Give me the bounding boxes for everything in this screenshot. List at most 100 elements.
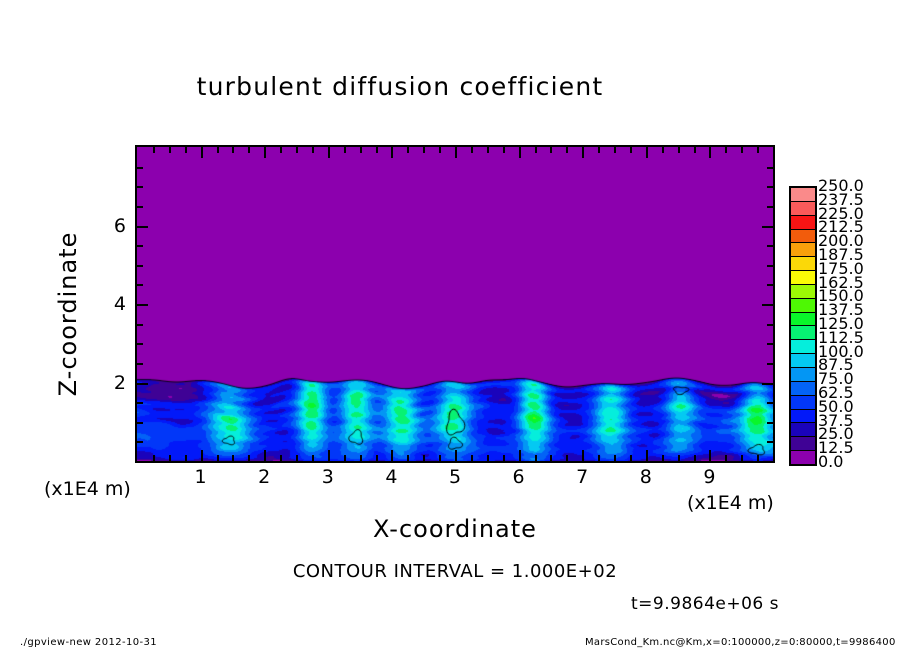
colorbar-tick-label: 0.0 <box>818 452 844 471</box>
x-minor-tick <box>550 455 552 461</box>
colorbar-band <box>791 367 815 382</box>
colorbar-band <box>791 243 815 258</box>
x-minor-tick-top <box>296 147 298 153</box>
z-minor-tick-right <box>767 324 773 326</box>
x-minor-tick <box>662 455 664 461</box>
footer-command-label: ./gpview-new 2012-10-31 <box>20 637 158 648</box>
x-minor-tick-top <box>169 147 171 153</box>
colorbar-tick-label: 25.0 <box>818 424 854 444</box>
z-major-tick-right <box>762 304 773 306</box>
x-minor-tick-top <box>487 147 489 153</box>
x-minor-tick-top <box>662 147 664 153</box>
z-minor-tick-right <box>767 265 773 267</box>
diffusion-field-heatmap <box>137 147 773 461</box>
x-minor-tick-top <box>217 147 219 153</box>
x-minor-tick-top <box>376 147 378 153</box>
x-tick-label: 3 <box>321 466 334 488</box>
x-major-tick <box>328 450 330 461</box>
z-minor-tick <box>137 284 143 286</box>
z-minor-tick-right <box>767 402 773 404</box>
x-major-tick-top <box>519 147 521 158</box>
x-major-tick <box>582 450 584 461</box>
colorbar-band <box>791 271 815 285</box>
x-minor-tick <box>407 455 409 461</box>
x-major-tick <box>709 450 711 461</box>
z-minor-tick <box>137 206 143 208</box>
contour-interval-label: CONTOUR INTERVAL = 1.000E+02 <box>292 561 618 582</box>
colorbar-labels: 250.0 237.5 225.0 212.5 200.0 187.5 175.0 162.5… <box>818 178 888 470</box>
x-minor-tick <box>487 455 489 461</box>
z-major-tick <box>137 383 148 385</box>
z-major-tick <box>137 226 148 228</box>
x-minor-tick <box>471 455 473 461</box>
x-major-tick <box>455 450 457 461</box>
colorbar-band <box>791 437 815 452</box>
colorbar-tick-label: 150.0 <box>818 286 864 306</box>
z-minor-tick <box>137 265 143 267</box>
z-minor-tick-right <box>767 343 773 345</box>
x-minor-tick-top <box>439 147 441 153</box>
colorbar-tick-label: 62.5 <box>818 383 854 402</box>
x-minor-tick <box>280 455 282 461</box>
x-minor-tick <box>423 455 425 461</box>
colorbar-tick-label: 12.5 <box>818 438 854 458</box>
colorbar-band <box>791 201 815 216</box>
z-minor-tick <box>137 402 143 404</box>
x-minor-tick <box>535 455 537 461</box>
x-minor-tick-top <box>503 147 505 153</box>
z-minor-tick-right <box>767 167 773 169</box>
x-minor-tick-top <box>566 147 568 153</box>
x-minor-tick <box>344 455 346 461</box>
x-minor-tick-top <box>614 147 616 153</box>
x-major-tick-top <box>391 147 393 158</box>
colorbar-band <box>791 409 815 424</box>
z-minor-tick-right <box>767 284 773 286</box>
footer-dataset-label: MarsCond_Km.nc@Km,x=0:100000,z=0:80000,t… <box>585 637 896 648</box>
x-minor-tick-top <box>185 147 187 153</box>
colorbar-tick-label: 250.0 <box>818 176 864 195</box>
x-minor-tick-top <box>344 147 346 153</box>
colorbar-tick-label: 237.5 <box>818 189 864 209</box>
colorbar-band <box>791 395 815 410</box>
z-minor-tick-right <box>767 441 773 443</box>
colorbar-tick-label: 175.0 <box>818 258 864 278</box>
z-minor-tick <box>137 324 143 326</box>
z-minor-tick <box>137 167 143 169</box>
x-minor-tick-top <box>741 147 743 153</box>
x-minor-tick <box>598 455 600 461</box>
x-tick-label: 5 <box>448 466 462 488</box>
colorbar-tick-label: 137.5 <box>818 300 864 320</box>
x-minor-tick <box>725 455 727 461</box>
x-minor-tick <box>312 455 314 461</box>
x-minor-tick-top <box>757 147 759 153</box>
x-tick-label: 1 <box>194 466 207 488</box>
x-major-tick <box>519 450 521 461</box>
x-tick-label: 9 <box>703 466 716 488</box>
x-major-tick-top <box>646 147 648 158</box>
x-minor-tick-top <box>407 147 409 153</box>
x-tick-label: 7 <box>576 466 589 488</box>
x-major-tick-top <box>264 147 266 158</box>
colorbar-tick-label: 212.5 <box>818 217 864 237</box>
x-minor-tick <box>439 455 441 461</box>
x-major-tick-top <box>201 147 203 158</box>
colorbar-band <box>791 312 815 327</box>
x-major-tick-top <box>582 147 584 158</box>
colorbar-tick-label: 50.0 <box>818 396 854 416</box>
z-minor-tick <box>137 363 143 365</box>
x-axis-title: X-coordinate <box>373 515 537 543</box>
x-minor-tick-top <box>423 147 425 153</box>
x-major-tick-top <box>709 147 711 158</box>
z-major-tick-right <box>762 383 773 385</box>
x-minor-tick <box>360 455 362 461</box>
colorbar-tick-label: 225.0 <box>818 203 864 223</box>
colorbar-band <box>791 354 815 368</box>
time-stamp-label: t=9.9864e+06 s <box>631 594 779 614</box>
x-minor-tick <box>614 455 616 461</box>
x-minor-tick <box>153 455 155 461</box>
x-major-tick <box>264 450 266 461</box>
colorbar-band <box>791 381 815 396</box>
z-minor-tick-right <box>767 206 773 208</box>
colorbar-band <box>791 215 815 230</box>
y-axis-title: Z-coordinate <box>54 231 82 397</box>
